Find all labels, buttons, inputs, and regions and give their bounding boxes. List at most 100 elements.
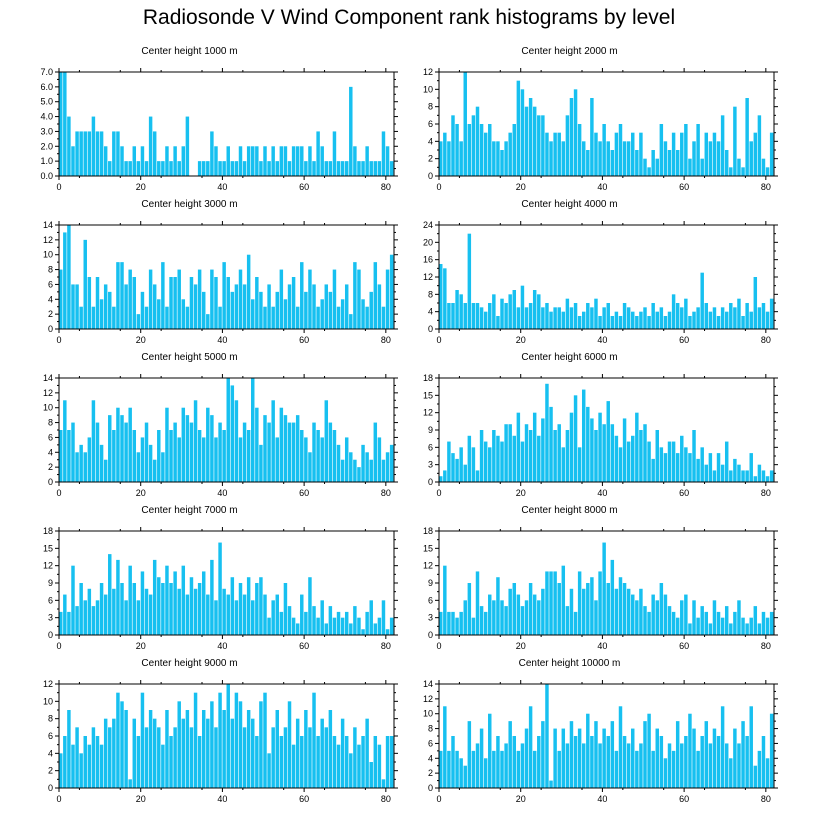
panel-title: Center height 4000 m: [521, 199, 618, 210]
histogram-bar: [565, 743, 570, 788]
y-tick-label: 6: [428, 119, 433, 129]
histogram-bar: [99, 299, 104, 329]
histogram-bar: [206, 718, 210, 788]
histogram-bar: [320, 600, 324, 635]
histogram-bar: [626, 141, 631, 176]
histogram-bar: [573, 736, 578, 788]
histogram-bar: [508, 721, 512, 788]
histogram-bar: [737, 743, 741, 788]
histogram-bar: [340, 161, 345, 176]
histogram-bar: [696, 458, 700, 482]
histogram-bar: [516, 750, 521, 788]
histogram-bar: [684, 124, 688, 176]
histogram-bar: [308, 727, 312, 788]
x-tick-label: 20: [516, 182, 526, 192]
histogram-bar: [324, 161, 329, 176]
histogram-bar: [577, 728, 582, 788]
histogram-bar: [177, 437, 181, 482]
histogram-bar: [234, 600, 239, 635]
histogram-bar: [181, 407, 186, 482]
histogram-bar: [304, 710, 308, 788]
histogram-bar: [389, 617, 394, 635]
histogram-bar: [300, 430, 304, 482]
y-tick-label: 8: [48, 418, 53, 428]
histogram-bar: [67, 611, 71, 635]
x-tick-label: 80: [381, 182, 391, 192]
histogram-bar: [112, 131, 116, 176]
histogram-panel-9000m: Center height 9000 m 0 2 4 6 8 10 12 0 20 40 60 80: [22, 658, 398, 806]
histogram-bar: [602, 728, 606, 788]
histogram-bar: [320, 146, 324, 176]
panel-title: Center height 2000 m: [521, 46, 618, 57]
histogram-bar: [165, 146, 169, 176]
histogram-bar: [144, 161, 149, 176]
histogram-bar: [79, 753, 83, 788]
histogram-bar: [577, 571, 582, 635]
histogram-bar: [724, 441, 729, 482]
histogram-bar: [259, 161, 263, 176]
histogram-bar: [512, 290, 517, 329]
histogram-bar: [222, 262, 226, 329]
y-tick-label: 2: [48, 309, 53, 319]
histogram-bar: [496, 577, 500, 635]
y-tick-label: 10: [43, 403, 53, 413]
histogram-bar: [287, 422, 292, 482]
histogram-bar: [610, 559, 615, 635]
histogram-bar: [753, 765, 758, 788]
histogram-bar: [279, 736, 284, 788]
histogram-bar: [71, 744, 75, 788]
x-tick-label: 60: [679, 488, 689, 498]
histogram-bar: [169, 430, 173, 482]
histogram-bar: [479, 124, 484, 176]
histogram-bar: [214, 277, 218, 329]
histogram-bar: [537, 294, 541, 329]
histogram-bar: [655, 158, 659, 176]
histogram-bar: [704, 721, 709, 788]
histogram-bar: [451, 115, 455, 176]
histogram-bar: [124, 710, 128, 788]
histogram-bar: [704, 132, 709, 176]
histogram-bar: [496, 141, 500, 176]
histogram-bar: [569, 412, 574, 482]
histogram-bar: [316, 306, 320, 329]
histogram-bar: [161, 262, 165, 329]
x-tick-label: 20: [136, 182, 146, 192]
histogram-bar: [610, 316, 615, 329]
histogram-bar: [651, 750, 655, 788]
histogram-bar: [275, 710, 279, 788]
histogram-bar: [267, 422, 271, 482]
histogram-bar: [720, 617, 725, 635]
histogram-bar: [565, 115, 570, 176]
histogram-bar: [602, 424, 606, 482]
y-tick-label: 10: [423, 84, 433, 94]
histogram-bar: [663, 594, 668, 635]
histogram-bar: [381, 600, 386, 635]
histogram-bar: [201, 291, 206, 329]
histogram-bar: [532, 106, 537, 176]
histogram-bar: [95, 422, 100, 482]
histogram-bar: [308, 577, 312, 635]
histogram-bar: [95, 277, 100, 329]
histogram-bar: [765, 311, 770, 329]
histogram-bar: [353, 146, 357, 176]
histogram-bar: [455, 750, 459, 788]
histogram-bar: [753, 277, 758, 329]
histogram-bar: [614, 435, 619, 482]
y-tick-label: 3: [48, 613, 53, 623]
histogram-bar: [226, 277, 230, 329]
histogram-bar: [263, 415, 267, 482]
y-tick-label: 7.0: [40, 67, 53, 77]
histogram-bar: [336, 444, 341, 482]
histogram-bar: [238, 437, 243, 482]
histogram-bar: [120, 701, 124, 788]
histogram-bar: [675, 617, 680, 635]
histogram-bar: [639, 588, 643, 635]
y-tick-label: 2.0: [40, 141, 53, 151]
histogram-bar: [279, 611, 284, 635]
histogram-bar: [622, 141, 627, 176]
histogram-bar: [59, 72, 63, 176]
histogram-bar: [606, 303, 610, 329]
x-tick-label: 60: [299, 182, 309, 192]
y-tick-label: 6: [428, 595, 433, 605]
histogram-bar: [165, 306, 169, 329]
